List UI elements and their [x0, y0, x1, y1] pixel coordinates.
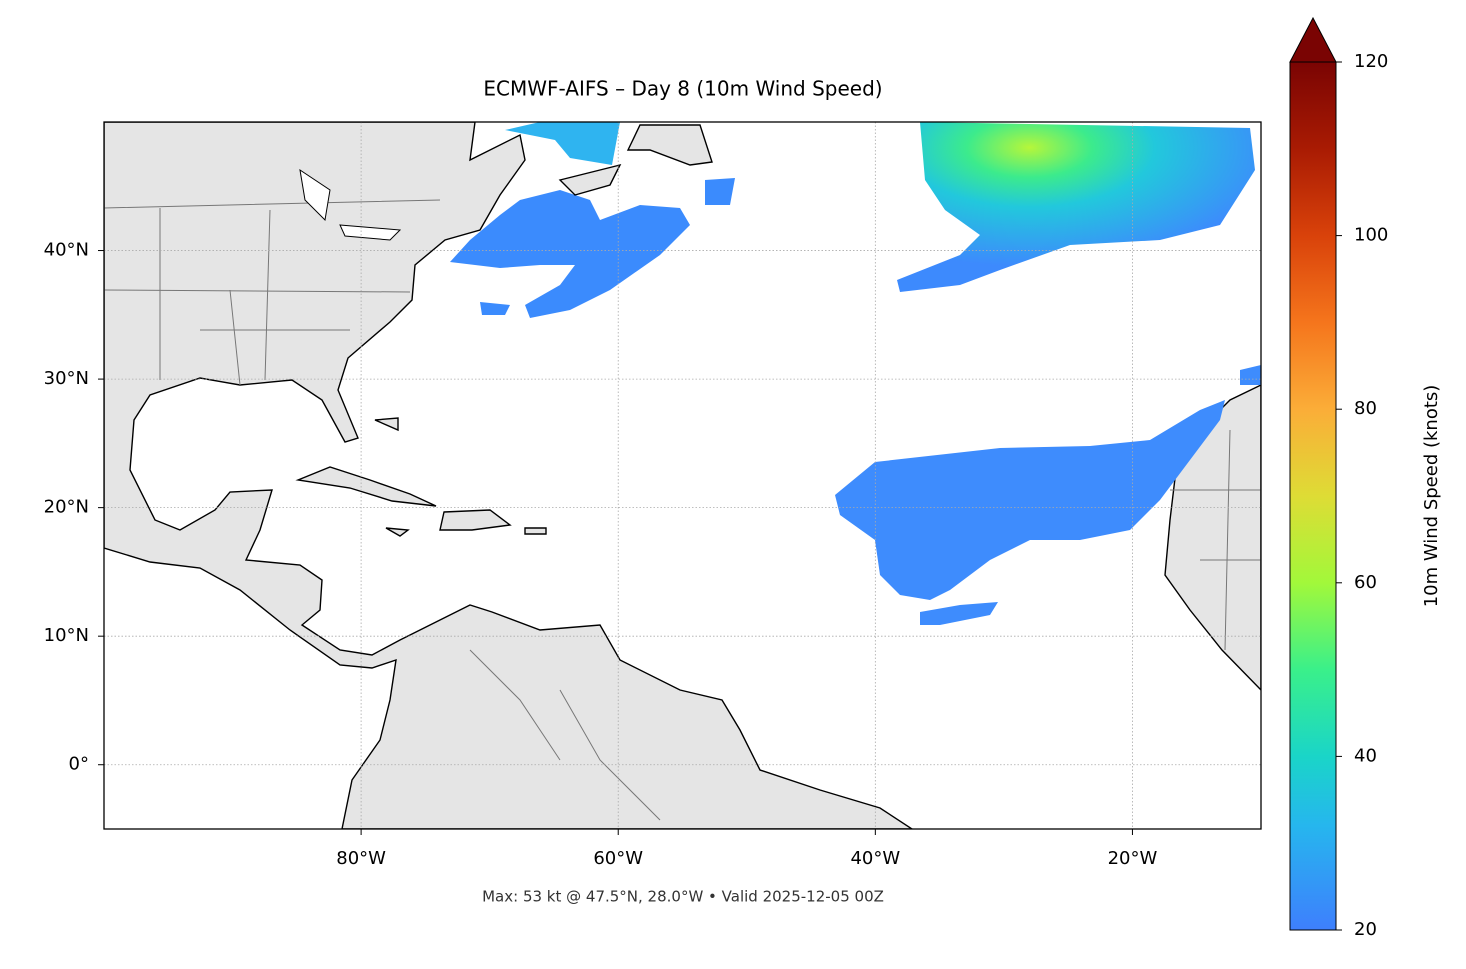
colorbar-label: 10m Wind Speed (knots) — [1421, 385, 1442, 608]
cuba — [295, 466, 437, 507]
bahamas — [374, 417, 399, 432]
map-title: ECMWF-AIFS – Day 8 (10m Wind Speed) — [483, 77, 882, 101]
lon-tick-label: 80°W — [336, 848, 386, 869]
lon-tick-label: 60°W — [593, 848, 643, 869]
plot-frame — [103, 121, 1262, 830]
lat-tick-label: 0° — [69, 754, 89, 775]
lon-tick-label: 40°W — [850, 848, 900, 869]
footer: Max: 53 kt @ 47.5°N, 28.0°W • Valid 2025… — [482, 888, 884, 906]
map-area — [104, 122, 1261, 829]
colorbar — [1289, 61, 1337, 931]
great-lakes — [299, 168, 402, 241]
lat-tick-label: 40°N — [44, 240, 89, 261]
colorbar-tick-label: 60 — [1354, 572, 1377, 593]
lon-tick-label: 20°W — [1108, 848, 1158, 869]
lat-tick-label: 20°N — [44, 497, 89, 518]
wind-area-subtropic — [835, 365, 1261, 625]
colorbar-tick-label: 120 — [1354, 51, 1388, 72]
grid — [104, 122, 1261, 829]
lat-tick-label: 30°N — [44, 368, 89, 389]
lat-tick-label: 10°N — [44, 625, 89, 646]
borders — [104, 199, 1261, 821]
newfoundland — [626, 124, 713, 166]
colorbar-tick-label: 100 — [1354, 225, 1388, 246]
americas — [104, 122, 914, 829]
wind-area-northwest — [450, 178, 735, 318]
colorbar-extend — [1289, 16, 1337, 63]
hispaniola — [439, 509, 512, 531]
wind-area-gulf — [505, 122, 620, 165]
wind-area-north — [897, 122, 1255, 292]
colorbar-tick-label: 80 — [1354, 398, 1377, 419]
colorbar-tick-label: 40 — [1354, 745, 1377, 766]
nova-scotia — [558, 163, 622, 196]
puerto-rico — [524, 527, 547, 535]
colorbar-tick-label: 20 — [1354, 919, 1377, 940]
jamaica — [385, 527, 410, 537]
